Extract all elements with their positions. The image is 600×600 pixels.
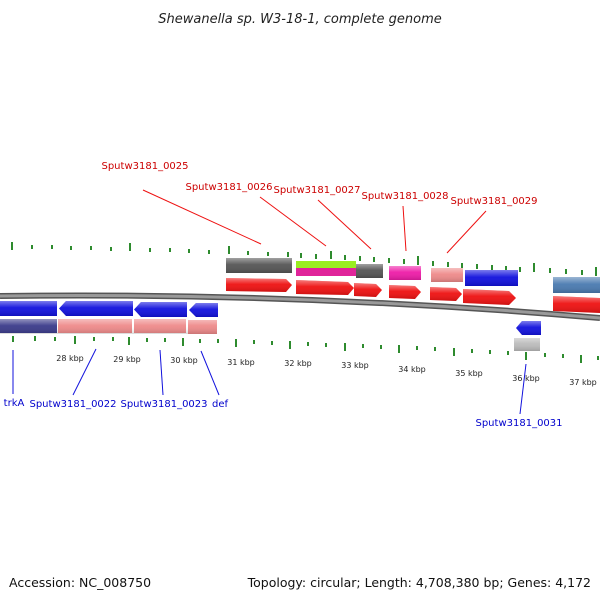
label-leader-line xyxy=(446,210,487,254)
scale-label: 30 kbp xyxy=(170,356,198,365)
reverse-gene-labels: trkA Sputw3181_0022 Sputw3181_0023 def S… xyxy=(4,348,563,429)
inner-tick-ring xyxy=(12,336,599,363)
feature-shine xyxy=(226,258,292,273)
gene-label-sputw3181-0031: Sputw3181_0031 xyxy=(475,418,562,429)
gene-label-def: def xyxy=(212,399,229,410)
map-title: Shewanella sp. W3-18-1, complete genome xyxy=(158,12,441,27)
scale-label: 33 kbp xyxy=(341,361,369,370)
forward-gene-labels: Sputw3181_0025 Sputw3181_0026 Sputw3181_… xyxy=(101,161,538,254)
gene-label-sputw3181-0025: Sputw3181_0025 xyxy=(101,161,188,172)
label-leader-line xyxy=(200,350,220,396)
scale-label: 34 kbp xyxy=(398,365,426,374)
label-leader-line xyxy=(159,349,164,396)
label-leader-line xyxy=(519,363,527,415)
accession-text: Accession: NC_008750 xyxy=(9,575,151,590)
scale-label: 35 kbp xyxy=(455,369,483,378)
label-leader-line xyxy=(317,199,372,250)
feature-shine xyxy=(465,270,518,286)
gene-label-sputw3181-0029: Sputw3181_0029 xyxy=(450,196,537,207)
feature-shine xyxy=(389,266,421,280)
reverse-row-1-shine xyxy=(0,301,218,317)
gene-label-sputw3181-0023: Sputw3181_0023 xyxy=(120,399,207,410)
scale-labels: 28 kbp 29 kbp 30 kbp 31 kbp 32 kbp 33 kb… xyxy=(56,354,597,387)
gene-label-sputw3181-0027: Sputw3181_0027 xyxy=(273,185,360,196)
feature-shine xyxy=(553,277,600,293)
label-leader-line xyxy=(72,348,97,396)
scale-label: 36 kbp xyxy=(512,374,540,383)
gene-label-trka: trkA xyxy=(4,398,25,409)
forward-row-1 xyxy=(226,258,600,293)
forward-row-2-shine xyxy=(226,278,600,313)
outer-tick-ring xyxy=(11,242,597,276)
feature-shine xyxy=(356,264,383,278)
label-leader-line xyxy=(259,196,327,247)
reverse-isolated xyxy=(514,321,541,351)
scale-label: 28 kbp xyxy=(56,354,84,363)
scale-label: 32 kbp xyxy=(284,359,312,368)
scale-label: 37 kbp xyxy=(569,378,597,387)
genome-backbone xyxy=(0,293,600,320)
gene-label-sputw3181-0028: Sputw3181_0028 xyxy=(361,191,448,202)
gene-label-sputw3181-0022: Sputw3181_0022 xyxy=(29,399,116,410)
feature-shine xyxy=(431,268,463,282)
feature-magenta-strip xyxy=(296,268,356,276)
label-leader-line xyxy=(402,205,407,252)
gene-label-sputw3181-0026: Sputw3181_0026 xyxy=(185,182,272,193)
topology-summary-text: Topology: circular; Length: 4,708,380 bp… xyxy=(247,575,591,590)
scale-label: 31 kbp xyxy=(227,358,255,367)
label-leader-line xyxy=(142,189,262,245)
reverse-row-2 xyxy=(0,319,217,334)
scale-label: 29 kbp xyxy=(113,355,141,364)
feature-lime xyxy=(296,261,356,268)
